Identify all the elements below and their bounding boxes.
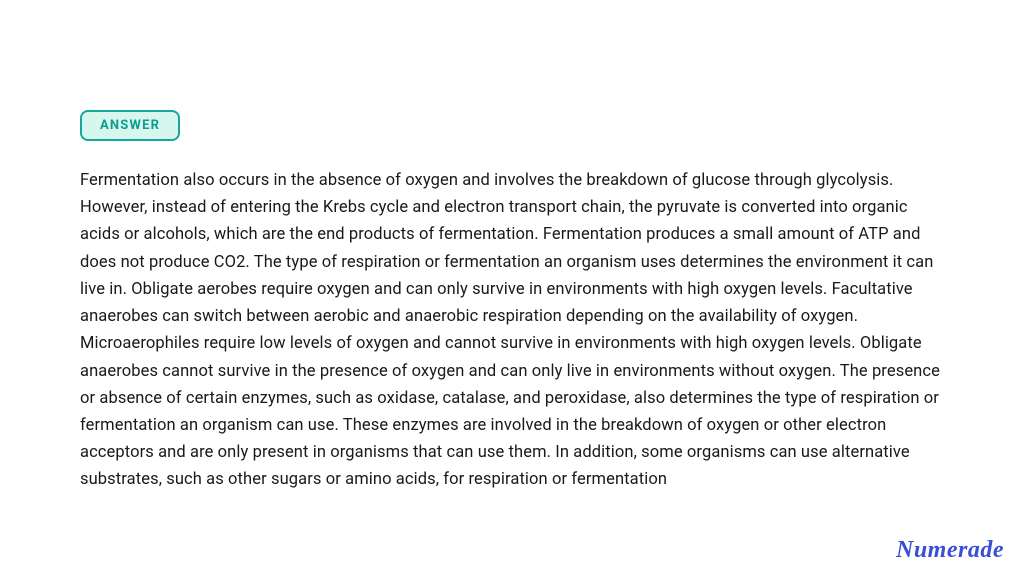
answer-badge: ANSWER [80,110,180,141]
answer-body-text: Fermentation also occurs in the absence … [80,167,944,494]
brand-logo: Numerade [896,537,1004,564]
content-wrapper: ANSWER Fermentation also occurs in the a… [0,0,1024,494]
